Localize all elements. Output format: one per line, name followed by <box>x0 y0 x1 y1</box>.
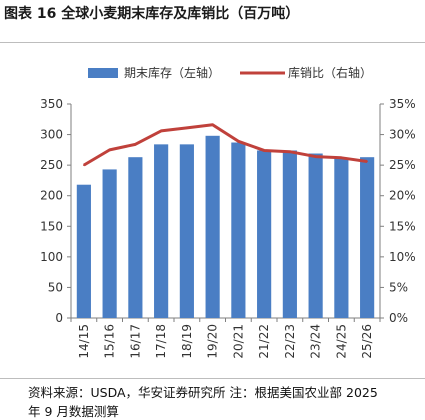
left-tick-label: 200 <box>40 189 63 203</box>
x-tick-label: 18/19 <box>180 324 194 359</box>
ratio-point <box>83 164 85 166</box>
left-tick-label: 250 <box>40 158 63 172</box>
ratio-point <box>289 150 291 153</box>
right-tick-label: 15% <box>389 219 416 233</box>
stock-bar <box>282 150 297 318</box>
stock-to-use-ratio-line <box>83 123 368 167</box>
ratio-point <box>186 127 188 129</box>
left-tick-label: 350 <box>40 97 63 111</box>
source-note-line2: 年 9 月数据测算 <box>28 404 119 419</box>
right-tick-label: 25% <box>389 158 416 172</box>
left-tick-label: 100 <box>40 250 63 264</box>
stock-bar <box>154 144 169 318</box>
x-tick-label: 25/26 <box>360 324 374 359</box>
legend-bar-label: 期末库存（左轴） <box>124 65 220 80</box>
stock-bar <box>102 169 117 318</box>
figure-title: 图表 16 全球小麦期末库存及库销比（百万吨） <box>4 6 300 22</box>
x-tick-label: 22/23 <box>283 324 297 359</box>
legend: 期末库存（左轴） 库销比（右轴） <box>88 65 372 80</box>
right-axis: 0% 5% 10% 15% 20% 25% 30% 35% <box>379 97 416 325</box>
x-tick-label: 21/22 <box>257 324 271 359</box>
stock-to-use-chart: 期末库存（左轴） 库销比（右轴） 0 50 100 150 200 250 300 350 0… <box>40 65 416 359</box>
stock-bar <box>128 157 143 318</box>
stock-bar <box>334 157 349 318</box>
left-tick-label: 0 <box>55 311 63 325</box>
x-tick-label: 19/20 <box>206 324 220 359</box>
bottom-divider <box>0 378 425 379</box>
x-axis: 14/15 15/16 16/17 17/18 18/19 19/20 20/21 21/22… <box>70 317 381 359</box>
right-tick-label: 20% <box>389 189 416 203</box>
ratio-line <box>83 123 368 167</box>
ratio-point <box>314 155 317 158</box>
stock-bar <box>179 144 194 318</box>
x-tick-label: 17/18 <box>154 324 168 359</box>
x-tick-label: 15/16 <box>103 324 117 359</box>
ratio-point <box>366 160 368 163</box>
ratio-point <box>263 149 265 152</box>
left-axis: 0 50 100 150 200 250 300 350 <box>40 97 72 325</box>
stock-bar <box>308 153 323 318</box>
right-tick-label: 5% <box>389 280 408 294</box>
stock-bar <box>231 142 246 318</box>
legend-line-label: 库销比（右轴） <box>288 65 372 80</box>
source-note-line1: 资料来源：USDA，华安证券研究所 注：根据美国农业部 2025 <box>28 385 378 400</box>
x-tick-label: 14/15 <box>77 324 91 359</box>
right-tick-label: 10% <box>389 250 416 264</box>
stock-bar <box>205 135 220 318</box>
stock-bar <box>76 184 91 318</box>
ratio-point <box>108 149 111 151</box>
left-tick-label: 150 <box>40 219 63 233</box>
top-divider <box>0 42 425 43</box>
x-tick-label: 23/24 <box>309 324 323 359</box>
left-tick-label: 50 <box>48 280 63 294</box>
right-tick-label: 30% <box>389 128 416 142</box>
ratio-point <box>340 157 343 159</box>
x-tick-label: 20/21 <box>231 324 245 359</box>
left-tick-label: 300 <box>40 128 63 142</box>
x-tick-label: 16/17 <box>128 324 142 359</box>
legend-bar-swatch <box>88 68 118 78</box>
ratio-point <box>237 140 240 143</box>
bars <box>76 135 375 318</box>
ratio-point <box>211 123 214 126</box>
ratio-point <box>160 130 162 132</box>
x-tick-label: 24/25 <box>334 324 348 359</box>
right-tick-label: 0% <box>389 311 408 325</box>
stock-bar <box>360 157 375 318</box>
ratio-point <box>134 143 137 146</box>
stock-bar <box>257 150 272 318</box>
right-tick-label: 35% <box>389 97 416 111</box>
